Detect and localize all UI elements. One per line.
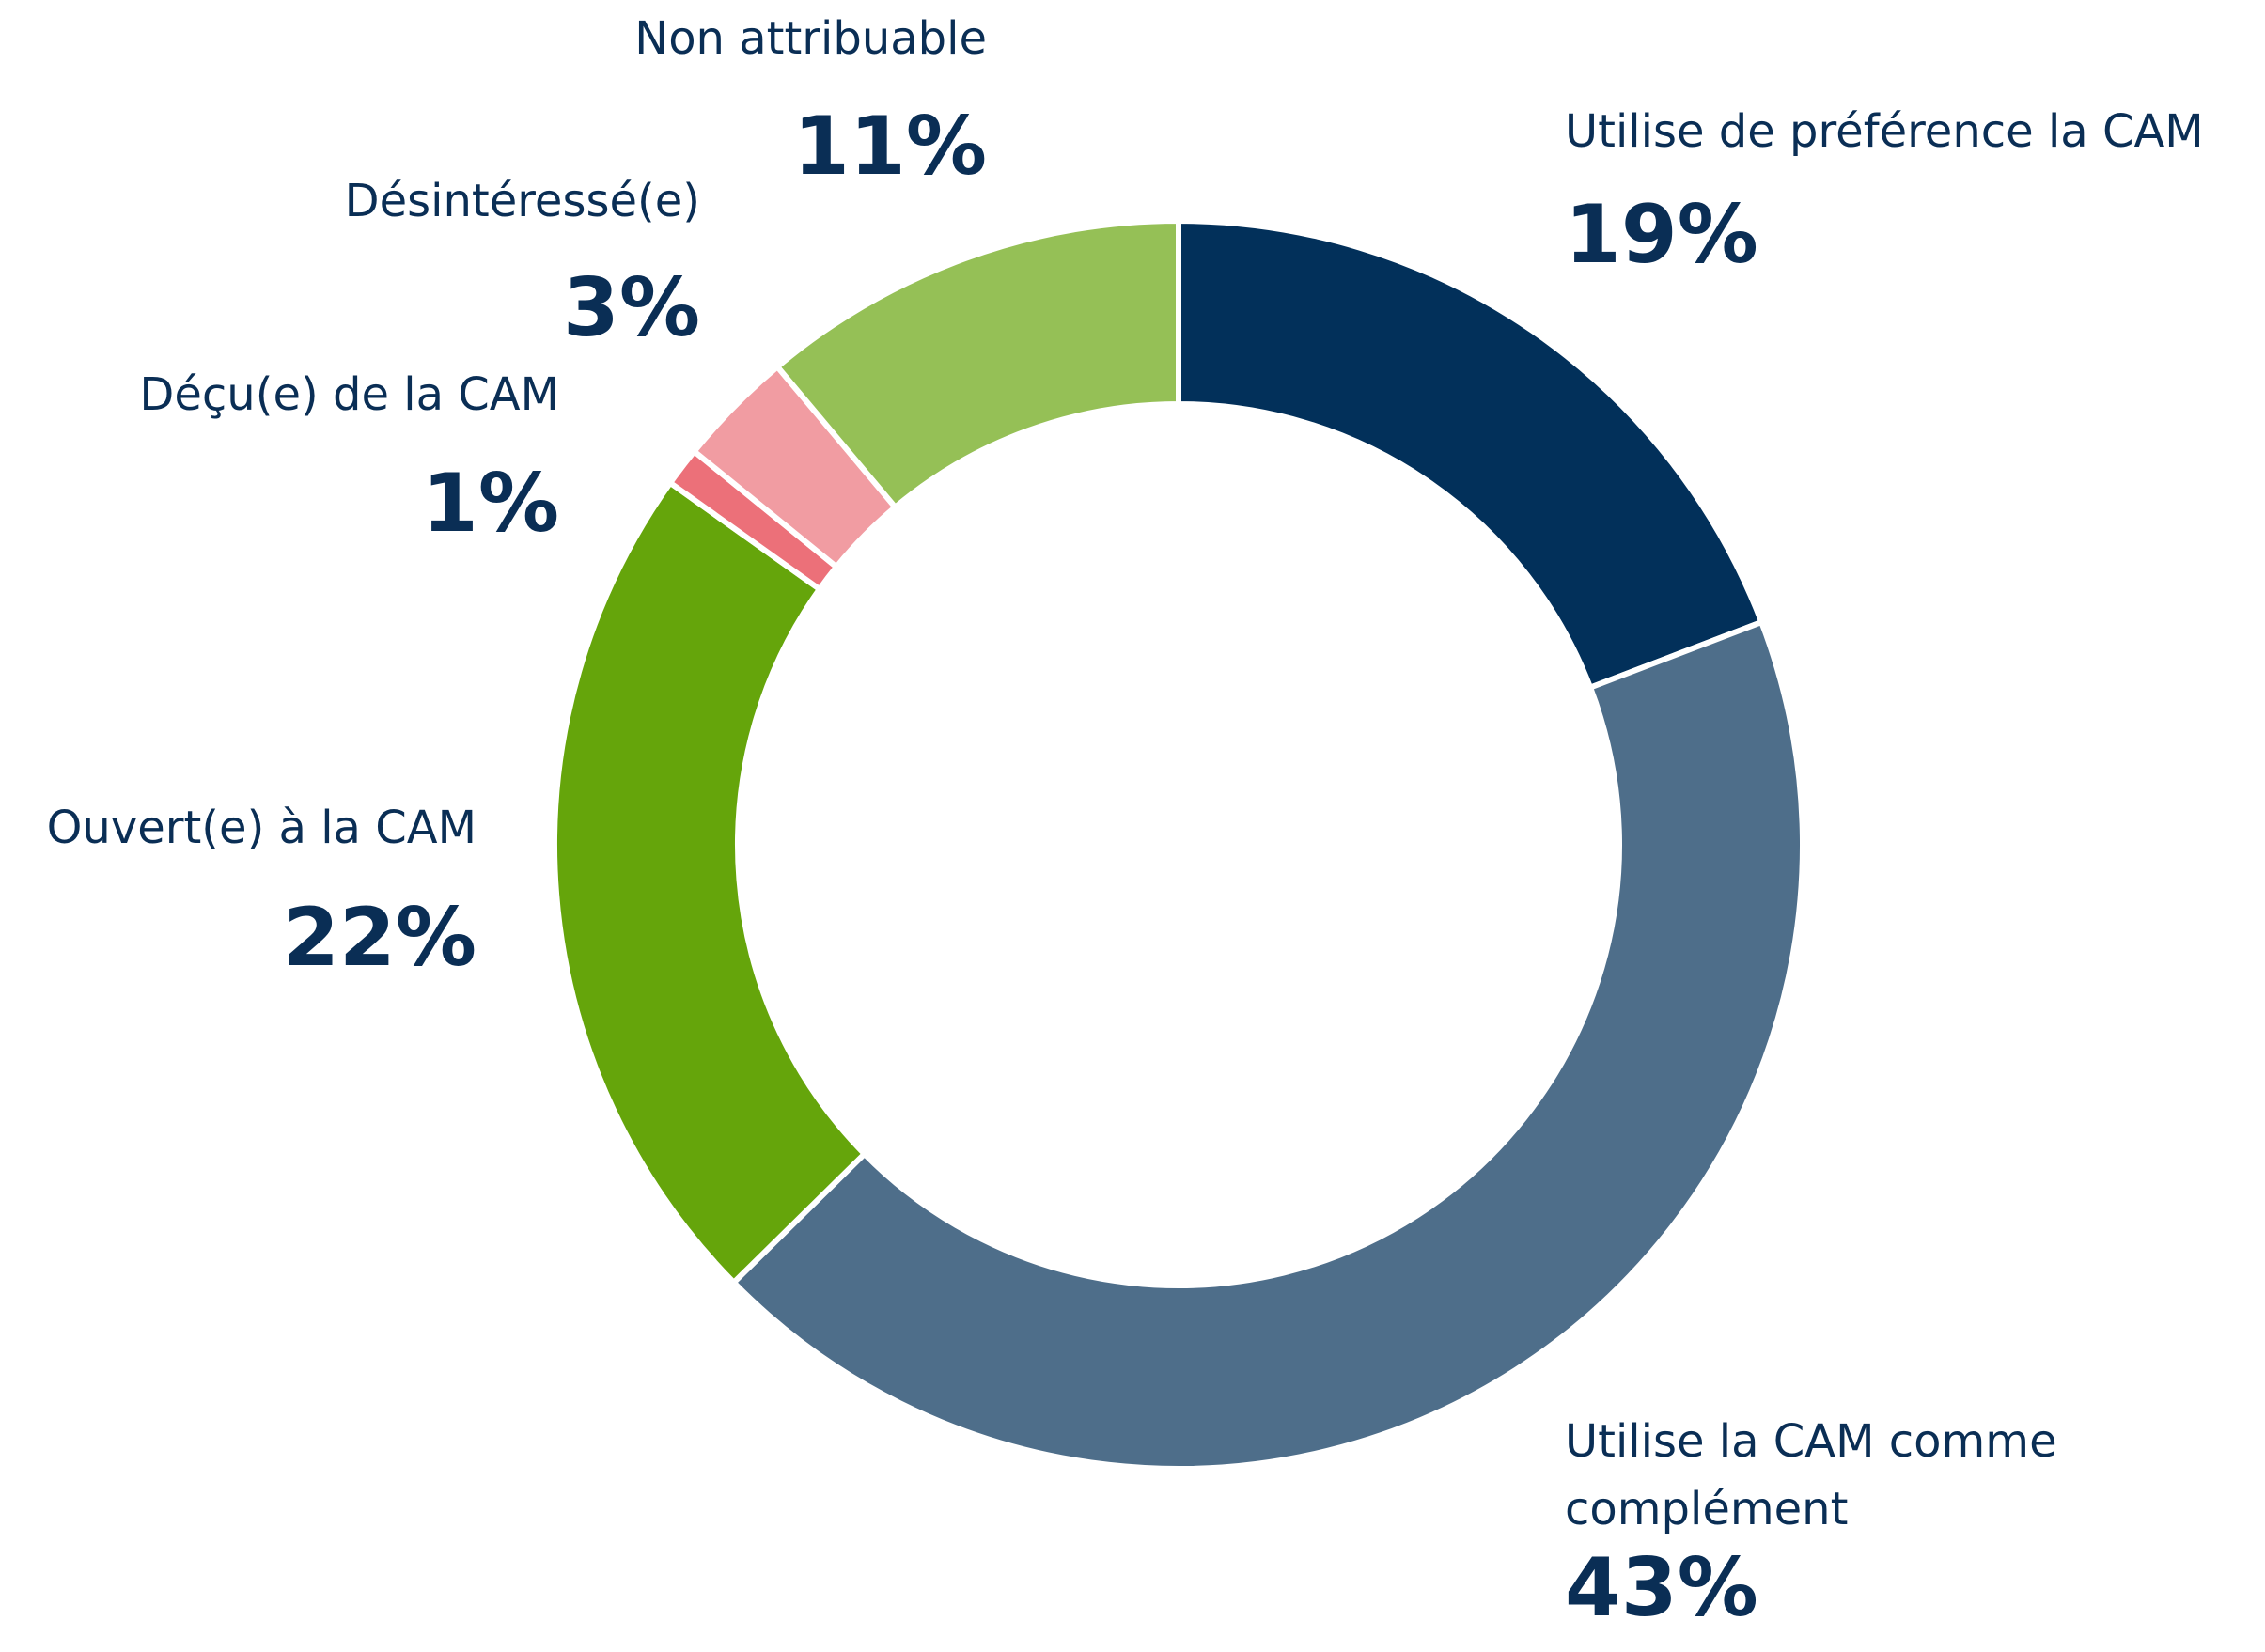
- slice-label: Utilise la CAM comme complément: [1565, 1415, 2057, 1535]
- value-label: 22%: [283, 891, 476, 985]
- value-label: 19%: [1565, 188, 1758, 282]
- slice-label: Utilise de préférence la CAM: [1565, 105, 2204, 158]
- donut-slice: [773, 217, 1181, 511]
- donut-slice: [552, 478, 868, 1287]
- value-label: 3%: [562, 261, 700, 355]
- donut-slice: [729, 618, 1805, 1472]
- value-label: 11%: [793, 100, 987, 194]
- donut-slice: [1176, 217, 1766, 692]
- slice-label: Désintéressé(e): [344, 175, 700, 227]
- slice-label: Non attribuable: [634, 12, 987, 65]
- slice-label: Déçu(e) de la CAM: [139, 368, 559, 421]
- value-label: 43%: [1565, 1541, 1758, 1635]
- slice-label: Ouvert(e) à la CAM: [46, 802, 476, 854]
- value-label: 1%: [421, 457, 559, 551]
